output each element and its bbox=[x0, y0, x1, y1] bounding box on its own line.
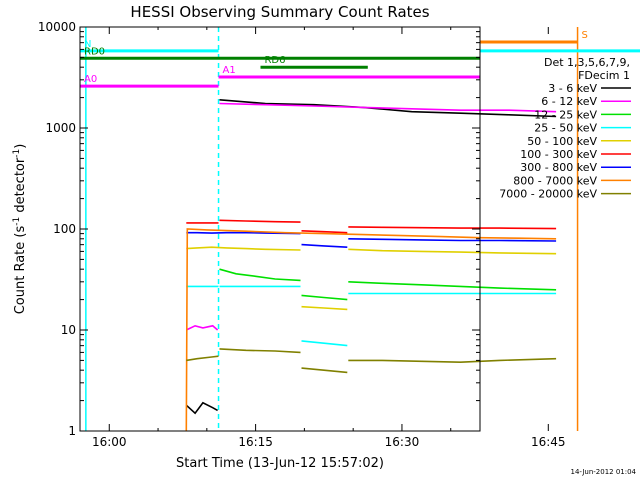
series-4-segment-2 bbox=[348, 248, 557, 255]
legend-entry-label-5: 100 - 300 keV bbox=[520, 148, 597, 161]
series-0-segment-0 bbox=[185, 401, 218, 415]
series-3 bbox=[186, 285, 557, 347]
legend-entry-label-2: 12 - 25 keV bbox=[534, 108, 597, 121]
series-4 bbox=[186, 246, 557, 311]
flag-label-5: S bbox=[582, 30, 588, 41]
series-5 bbox=[186, 219, 557, 234]
series-3-segment-2 bbox=[301, 340, 348, 347]
y-tick-label-1: 10 bbox=[61, 323, 76, 337]
legend-entry-label-4: 50 - 100 keV bbox=[527, 135, 597, 148]
series-0 bbox=[185, 99, 557, 415]
flag-label-0: N bbox=[84, 39, 91, 50]
series-2 bbox=[219, 268, 557, 301]
flag-label-3: A0 bbox=[84, 74, 97, 85]
series-6-segment-1 bbox=[301, 243, 348, 248]
y-tick-label-0: 1 bbox=[68, 424, 76, 438]
y-tick-label-4: 10000 bbox=[38, 20, 76, 34]
series-6-segment-0 bbox=[186, 231, 301, 235]
series-2-segment-0 bbox=[219, 268, 301, 282]
legend-header-detectors: Det 1,3,5,6,7,9, bbox=[544, 56, 630, 69]
y-axis: 1 10 100 1000 10000 bbox=[38, 20, 480, 438]
x-tick-label-0: 16:00 bbox=[92, 435, 127, 449]
legend-header-decimation: FDecim 1 bbox=[578, 69, 630, 82]
series-7-segment-0 bbox=[185, 228, 557, 432]
series-6 bbox=[186, 231, 557, 248]
series-8 bbox=[186, 348, 557, 374]
legend-entry-label-8: 7000 - 20000 keV bbox=[499, 188, 597, 201]
series-0-segment-1 bbox=[219, 99, 557, 118]
y-tick-label-2: 100 bbox=[53, 222, 76, 236]
series-1 bbox=[185, 102, 557, 331]
y-axis-label-end: ) bbox=[13, 144, 28, 149]
y-axis-label-mid: detector bbox=[13, 157, 28, 217]
series-8-segment-2 bbox=[301, 367, 348, 374]
series-8-segment-3 bbox=[348, 357, 557, 364]
generation-timestamp: 14-Jun-2012 01:04 bbox=[571, 468, 637, 476]
legend-entry-label-6: 300 - 800 keV bbox=[520, 161, 597, 174]
y-axis-label-sup1: -1 bbox=[12, 217, 22, 226]
chart-title: HESSI Observing Summary Count Rates bbox=[130, 3, 429, 21]
legend-entry-label-3: 25 - 50 keV bbox=[534, 122, 597, 135]
series-2-segment-1 bbox=[301, 294, 348, 301]
series-2-segment-2 bbox=[348, 281, 557, 291]
series-7 bbox=[185, 228, 557, 432]
flag-label-1: RD0 bbox=[84, 46, 105, 57]
series-5-segment-3 bbox=[348, 226, 557, 230]
legend-entry-label-0: 3 - 6 keV bbox=[548, 82, 597, 95]
x-tick-label-3: 16:45 bbox=[531, 435, 566, 449]
y-axis-label-sup2: -1 bbox=[12, 149, 22, 158]
flag-label-2: RD6 bbox=[264, 55, 285, 66]
series-5-segment-2 bbox=[301, 230, 348, 234]
series-6-segment-2 bbox=[348, 238, 557, 242]
y-tick-label-3: 1000 bbox=[45, 121, 76, 135]
series-4-segment-1 bbox=[301, 305, 348, 311]
series-8-segment-0 bbox=[186, 355, 219, 362]
x-axis-label: Start Time (13-Jun-12 15:57:02) bbox=[176, 456, 384, 471]
x-tick-label-1: 16:15 bbox=[238, 435, 273, 449]
flag-label-4: A1 bbox=[223, 65, 236, 76]
x-tick-label-2: 16:30 bbox=[385, 435, 420, 449]
legend-entry-label-7: 800 - 7000 keV bbox=[513, 174, 597, 187]
y-axis-label-main: Count Rate (s bbox=[13, 226, 28, 315]
series-4-segment-0 bbox=[186, 246, 301, 251]
legend-entry-label-1: 6 - 12 keV bbox=[541, 95, 597, 108]
series-5-segment-1 bbox=[219, 219, 301, 223]
series-1-segment-1 bbox=[219, 102, 557, 113]
series-lines bbox=[185, 99, 557, 432]
y-axis-label: Count Rate (s-1 detector-1) bbox=[12, 144, 28, 315]
series-8-segment-1 bbox=[219, 348, 301, 354]
series-1-segment-0 bbox=[185, 324, 219, 331]
